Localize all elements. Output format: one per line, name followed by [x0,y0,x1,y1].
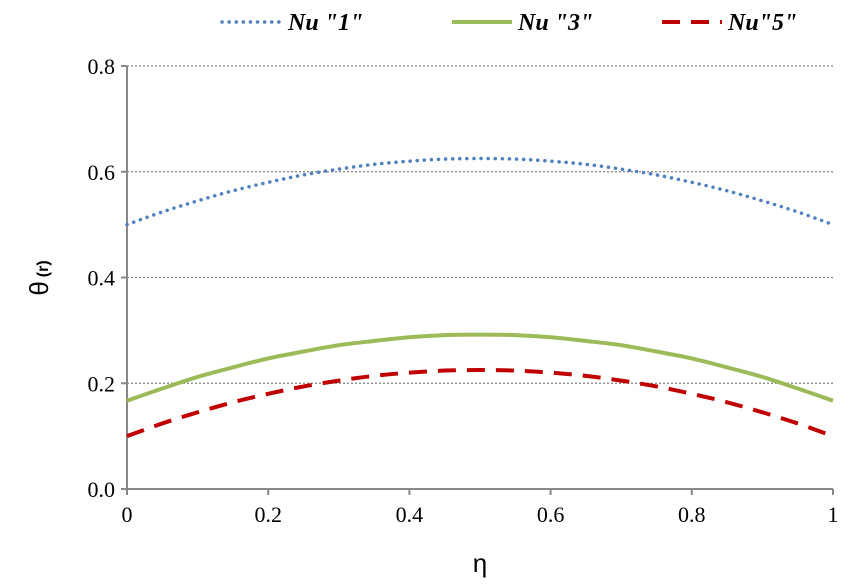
y-axis-label-main: θ [24,281,54,295]
y-axis-label-sub: (r) [35,260,52,277]
legend-label-3: Nu"5" [727,10,797,36]
y-tick-label: 0.8 [88,54,116,79]
legend-label-2: Nu "3" [517,10,593,36]
x-tick-label: 0.6 [537,502,565,527]
x-tick-label: 1 [828,502,839,527]
axes [121,65,834,495]
legend: Nu "1" Nu "3" Nu"5" [220,10,797,36]
tick-labels: 0.0 0.2 0.4 0.6 0.8 0 0.2 0.4 0.6 0.8 1 [88,54,839,527]
series-line-1 [125,156,835,227]
y-tick-label: 0.0 [88,477,116,502]
series-lines [125,156,835,439]
legend-label-1: Nu "1" [287,10,363,36]
y-tick-label: 0.4 [88,266,116,291]
x-tick-label: 0.4 [396,502,424,527]
y-axis-label-group: θ (r) [24,260,54,295]
x-tick-label: 0 [122,502,133,527]
x-tick-label: 0.2 [254,502,282,527]
grid-lines [127,65,833,384]
y-tick-label: 0.6 [88,160,116,185]
series-line-3 [126,368,834,439]
series-line-2 [126,332,834,403]
x-tick-label: 0.8 [678,502,706,527]
x-axis-label: η [473,548,487,578]
y-tick-label: 0.2 [88,371,116,396]
y-axis-label: θ (r) [24,260,54,295]
